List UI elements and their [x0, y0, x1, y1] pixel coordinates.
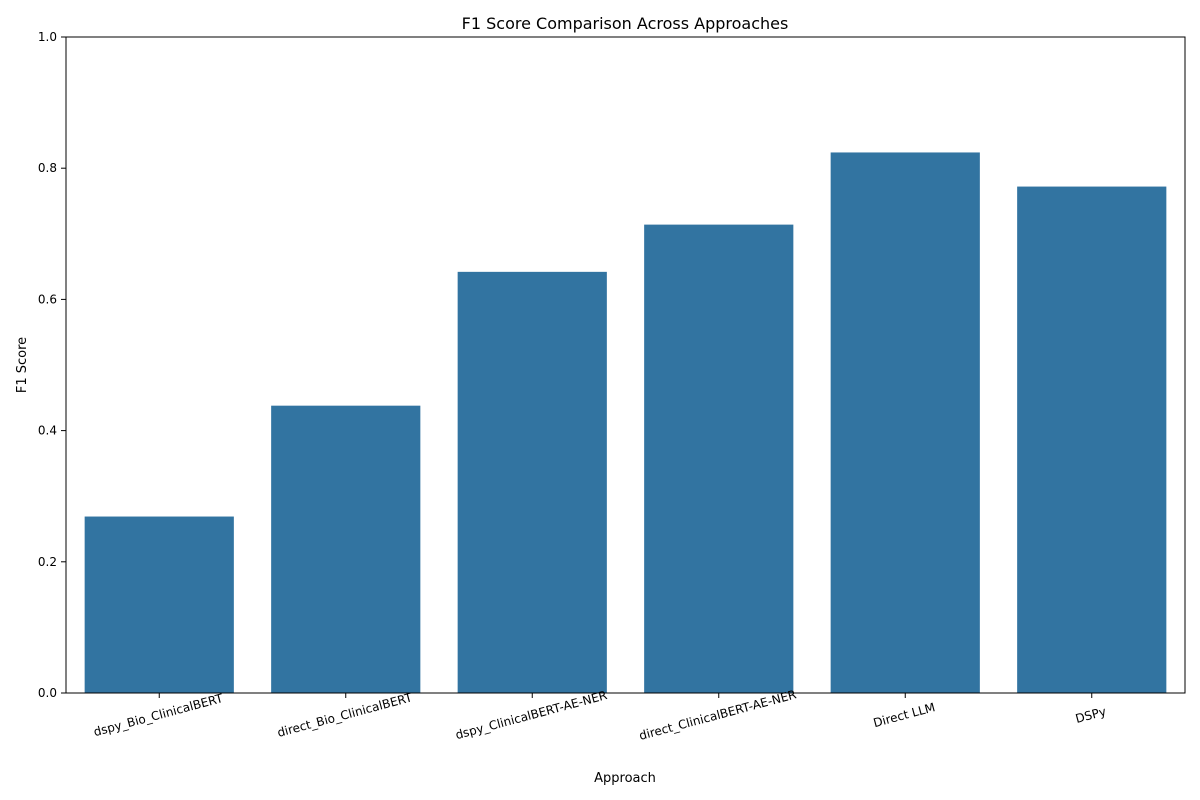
x-tick-label: dspy_ClinicalBERT-AE-NER: [454, 688, 609, 742]
bar-1: [84, 516, 234, 693]
chart-title: F1 Score Comparison Across Approaches: [462, 14, 789, 33]
x-tick-label: DSPy: [1074, 704, 1108, 726]
x-tick-label: direct_Bio_ClinicalBERT: [276, 690, 415, 740]
bar-2: [271, 405, 421, 693]
y-tick-label: 1.0: [38, 30, 57, 44]
x-tick-label: dspy_Bio_ClinicalBERT: [92, 691, 225, 739]
x-axis-label: Approach: [594, 771, 656, 786]
bar-6: [1017, 186, 1167, 693]
y-tick-label: 0.6: [38, 292, 57, 306]
bar-4: [644, 224, 794, 693]
bar-3: [457, 271, 607, 693]
y-tick-label: 0.0: [38, 686, 57, 700]
bar-5: [830, 152, 980, 693]
y-axis-ticks: 0.0 0.2 0.4 0.6 0.8 1.0: [38, 30, 66, 700]
plot-frame: [65, 36, 1186, 694]
bars-group: [84, 152, 1167, 693]
x-tick-label: Direct LLM: [872, 700, 937, 730]
x-axis-ticks: dspy_Bio_ClinicalBERT direct_Bio_Clinical…: [92, 687, 1108, 742]
y-axis-label: F1 Score: [15, 337, 30, 393]
y-tick-label: 0.8: [38, 161, 57, 175]
y-tick-label: 0.2: [38, 555, 57, 569]
y-tick-label: 0.4: [38, 424, 57, 438]
x-tick-label: direct_ClinicalBERT-AE-NER: [638, 687, 798, 742]
